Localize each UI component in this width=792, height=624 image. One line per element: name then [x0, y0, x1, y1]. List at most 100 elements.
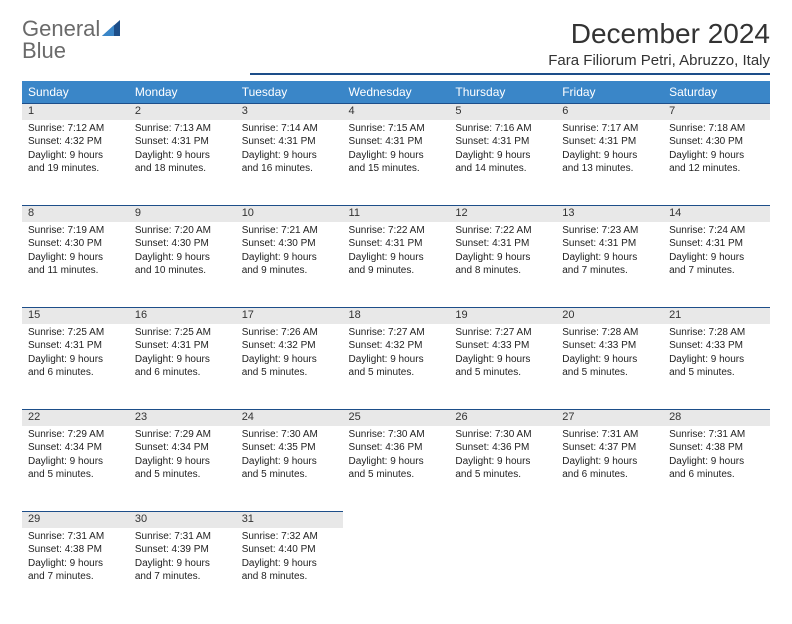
sunset-text: Sunset: 4:32 PM — [28, 135, 123, 149]
day-cell: Sunrise: 7:31 AMSunset: 4:37 PMDaylight:… — [556, 426, 663, 512]
day-number: 12 — [449, 206, 556, 222]
day-cell: Sunrise: 7:29 AMSunset: 4:34 PMDaylight:… — [22, 426, 129, 512]
empty-cell — [449, 528, 556, 614]
day-number: 17 — [236, 308, 343, 324]
location: Fara Filiorum Petri, Abruzzo, Italy — [250, 52, 770, 75]
daylight-text: and 7 minutes. — [135, 570, 230, 584]
sunset-text: Sunset: 4:31 PM — [455, 135, 550, 149]
day-cell: Sunrise: 7:27 AMSunset: 4:33 PMDaylight:… — [449, 324, 556, 410]
daylight-text: Daylight: 9 hours — [135, 251, 230, 265]
header: General Blue December 2024 Fara Filiorum… — [22, 18, 770, 75]
weekday-header: Saturday — [663, 81, 770, 104]
sunset-text: Sunset: 4:33 PM — [669, 339, 764, 353]
daylight-text: Daylight: 9 hours — [135, 557, 230, 571]
day-number: 11 — [343, 206, 450, 222]
day-cell: Sunrise: 7:26 AMSunset: 4:32 PMDaylight:… — [236, 324, 343, 410]
sunset-text: Sunset: 4:38 PM — [28, 543, 123, 557]
sunset-text: Sunset: 4:34 PM — [28, 441, 123, 455]
daylight-text: Daylight: 9 hours — [135, 353, 230, 367]
sunset-text: Sunset: 4:40 PM — [242, 543, 337, 557]
daylight-text: Daylight: 9 hours — [28, 149, 123, 163]
daylight-text: and 6 minutes. — [669, 468, 764, 482]
day-number: 21 — [663, 308, 770, 324]
daylight-text: Daylight: 9 hours — [349, 149, 444, 163]
daylight-text: and 5 minutes. — [135, 468, 230, 482]
brand-logo: General Blue — [22, 18, 120, 62]
daylight-text: and 5 minutes. — [242, 468, 337, 482]
day-cell: Sunrise: 7:32 AMSunset: 4:40 PMDaylight:… — [236, 528, 343, 614]
daylight-text: Daylight: 9 hours — [242, 353, 337, 367]
sunset-text: Sunset: 4:38 PM — [669, 441, 764, 455]
sunrise-text: Sunrise: 7:32 AM — [242, 530, 337, 544]
sail-icon — [102, 20, 120, 36]
empty-cell — [449, 512, 556, 528]
day-number-row: 15161718192021 — [22, 308, 770, 324]
weekday-header: Sunday — [22, 81, 129, 104]
sunset-text: Sunset: 4:36 PM — [455, 441, 550, 455]
daylight-text: Daylight: 9 hours — [242, 557, 337, 571]
day-cell: Sunrise: 7:30 AMSunset: 4:35 PMDaylight:… — [236, 426, 343, 512]
daylight-text: and 5 minutes. — [349, 468, 444, 482]
daylight-text: and 6 minutes. — [562, 468, 657, 482]
daylight-text: and 16 minutes. — [242, 162, 337, 176]
sunrise-text: Sunrise: 7:25 AM — [28, 326, 123, 340]
daylight-text: and 9 minutes. — [242, 264, 337, 278]
daylight-text: Daylight: 9 hours — [242, 455, 337, 469]
day-number: 2 — [129, 104, 236, 120]
day-number: 6 — [556, 104, 663, 120]
sunset-text: Sunset: 4:33 PM — [562, 339, 657, 353]
sunset-text: Sunset: 4:39 PM — [135, 543, 230, 557]
sunrise-text: Sunrise: 7:12 AM — [28, 122, 123, 136]
sunrise-text: Sunrise: 7:31 AM — [28, 530, 123, 544]
weekday-header-row: Sunday Monday Tuesday Wednesday Thursday… — [22, 81, 770, 104]
sunrise-text: Sunrise: 7:21 AM — [242, 224, 337, 238]
day-cell: Sunrise: 7:25 AMSunset: 4:31 PMDaylight:… — [129, 324, 236, 410]
day-data-row: Sunrise: 7:31 AMSunset: 4:38 PM Daylight:… — [22, 528, 770, 614]
day-number: 25 — [343, 410, 450, 426]
daylight-text: Daylight: 9 hours — [455, 251, 550, 265]
sunrise-text: Sunrise: 7:19 AM — [28, 224, 123, 238]
empty-cell — [556, 528, 663, 614]
daylight-text: and 19 minutes. — [28, 162, 123, 176]
daylight-text: and 12 minutes. — [669, 162, 764, 176]
sunrise-text: Sunrise: 7:20 AM — [135, 224, 230, 238]
weekday-header: Tuesday — [236, 81, 343, 104]
daylight-text: and 7 minutes. — [562, 264, 657, 278]
empty-cell — [663, 528, 770, 614]
daylight-text: Daylight: 9 hours — [562, 455, 657, 469]
day-cell: Sunrise: 7:28 AMSunset: 4:33 PMDaylight:… — [556, 324, 663, 410]
sunset-text: Sunset: 4:31 PM — [349, 237, 444, 251]
sunrise-text: Sunrise: 7:31 AM — [669, 428, 764, 442]
daylight-text: and 7 minutes. — [669, 264, 764, 278]
sunrise-text: Sunrise: 7:31 AM — [562, 428, 657, 442]
daylight-text: Daylight: 9 hours — [28, 251, 123, 265]
day-cell: Sunrise: 7:31 AMSunset: 4:39 PMDaylight:… — [129, 528, 236, 614]
day-number: 18 — [343, 308, 450, 324]
daylight-text: Daylight: 9 hours — [562, 353, 657, 367]
sunset-text: Sunset: 4:32 PM — [242, 339, 337, 353]
daylight-text: and 6 minutes. — [28, 366, 123, 380]
sunrise-text: Sunrise: 7:25 AM — [135, 326, 230, 340]
sunset-text: Sunset: 4:34 PM — [135, 441, 230, 455]
day-cell: Sunrise: 7:22 AMSunset: 4:31 PMDaylight:… — [343, 222, 450, 308]
calendar-body: 1234567Sunrise: 7:12 AMSunset: 4:32 PMDa… — [22, 104, 770, 614]
day-number: 9 — [129, 206, 236, 222]
empty-cell — [343, 512, 450, 528]
daylight-text: Daylight: 9 hours — [28, 455, 123, 469]
daylight-text: and 5 minutes. — [28, 468, 123, 482]
brand-word1: General — [22, 18, 120, 40]
sunrise-text: Sunrise: 7:27 AM — [349, 326, 444, 340]
daylight-text: Daylight: 9 hours — [455, 455, 550, 469]
daylight-text: and 10 minutes. — [135, 264, 230, 278]
day-cell: Sunrise: 7:25 AMSunset: 4:31 PMDaylight:… — [22, 324, 129, 410]
day-cell: Sunrise: 7:29 AMSunset: 4:34 PMDaylight:… — [129, 426, 236, 512]
sunset-text: Sunset: 4:31 PM — [135, 135, 230, 149]
day-number: 5 — [449, 104, 556, 120]
daylight-text: and 5 minutes. — [455, 468, 550, 482]
daylight-text: Daylight: 9 hours — [349, 251, 444, 265]
empty-cell — [556, 512, 663, 528]
daylight-text: Daylight: 9 hours — [135, 455, 230, 469]
day-data-row: Sunrise: 7:12 AMSunset: 4:32 PMDaylight:… — [22, 120, 770, 206]
day-number: 10 — [236, 206, 343, 222]
daylight-text: and 8 minutes. — [242, 570, 337, 584]
